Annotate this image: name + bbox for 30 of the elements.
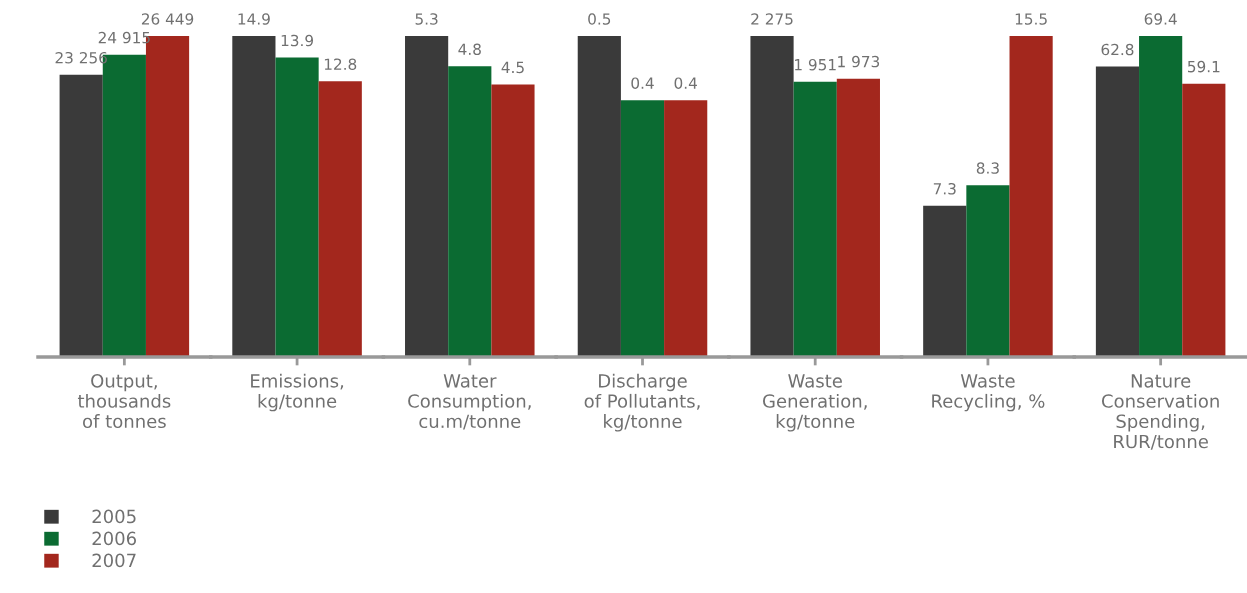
- data-label: 8.3: [976, 162, 999, 174]
- data-label: 4.5: [501, 61, 524, 74]
- data-label: 2 275: [751, 13, 793, 25]
- data-label: 59.1: [1187, 60, 1220, 73]
- x-tick-label: Water Consumption, cu.m/tonne: [408, 374, 531, 430]
- data-label: 12.8: [324, 58, 357, 70]
- data-label: 15.5: [1015, 13, 1047, 25]
- data-label: 0.4: [674, 77, 697, 89]
- data-label: 14.9: [238, 13, 270, 25]
- data-label: 0.4: [631, 77, 654, 89]
- data-label: 24 915: [98, 31, 150, 44]
- data-label: 62.8: [1101, 43, 1134, 56]
- legend-label: 2007: [92, 553, 136, 568]
- legend-label: 2006: [92, 531, 137, 546]
- x-tick-label: Emissions, kg/tonne: [251, 373, 344, 412]
- x-tick-label: Waste Recycling, %: [932, 374, 1045, 412]
- x-tick-label: Waste Generation, kg/tonne: [763, 374, 867, 432]
- x-tick-label: Nature Conservation Spending, RUR/tonne: [1101, 374, 1219, 450]
- data-label: 4.8: [458, 43, 481, 56]
- x-tick-label: Discharge of Pollutants, kg/tonne: [584, 373, 700, 432]
- data-label: 0.5: [588, 13, 611, 25]
- data-label: 1 973: [838, 55, 880, 68]
- data-label: 7.3: [933, 182, 956, 195]
- data-label: 1 951: [795, 58, 836, 71]
- data-label: 13.9: [281, 34, 314, 47]
- legend-label: 2005: [92, 509, 136, 524]
- x-tick-label: Output, thousands of tonnes: [77, 373, 171, 429]
- data-label: 5.3: [415, 13, 438, 25]
- data-label: 26 449: [141, 13, 194, 25]
- data-label: 69.4: [1144, 13, 1177, 25]
